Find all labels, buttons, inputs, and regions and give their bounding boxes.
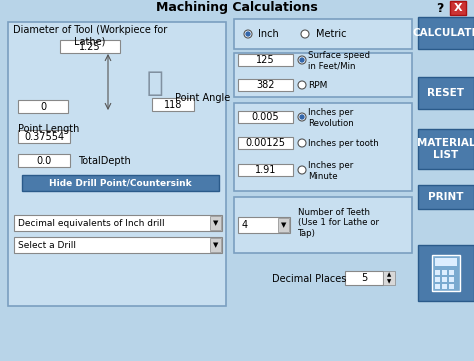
Text: CALCULATE: CALCULATE xyxy=(413,28,474,38)
Bar xyxy=(418,77,474,109)
Text: Surface speed
in Feet/Min: Surface speed in Feet/Min xyxy=(308,51,370,71)
Bar xyxy=(383,271,395,285)
Circle shape xyxy=(298,113,306,121)
Bar xyxy=(449,284,454,289)
Bar xyxy=(234,53,412,97)
Bar xyxy=(60,40,120,53)
Bar xyxy=(238,79,293,91)
Bar xyxy=(418,245,474,301)
Text: 5: 5 xyxy=(361,273,367,283)
Text: Number of Teeth
(Use 1 for Lathe or
Tap): Number of Teeth (Use 1 for Lathe or Tap) xyxy=(298,208,379,238)
Text: ?: ? xyxy=(436,1,444,14)
Text: 0.37554: 0.37554 xyxy=(24,131,64,142)
Text: TotalDepth: TotalDepth xyxy=(78,156,131,166)
Text: 125: 125 xyxy=(256,55,275,65)
Circle shape xyxy=(300,58,304,62)
Bar xyxy=(18,100,68,113)
Bar xyxy=(234,19,412,49)
Text: Point Length: Point Length xyxy=(18,124,79,134)
Bar xyxy=(450,1,466,15)
Text: RPM: RPM xyxy=(308,81,328,90)
Bar xyxy=(234,103,412,191)
Bar xyxy=(14,215,222,231)
Circle shape xyxy=(298,139,306,147)
Text: Machining Calculations: Machining Calculations xyxy=(156,1,318,14)
Text: 1.91: 1.91 xyxy=(255,165,276,175)
Text: 🔩: 🔩 xyxy=(146,69,164,97)
Text: MATERIAL
LIST: MATERIAL LIST xyxy=(417,138,474,160)
Text: ▼: ▼ xyxy=(281,222,286,228)
Bar xyxy=(18,130,70,143)
Bar xyxy=(442,277,447,282)
Text: 0.00125: 0.00125 xyxy=(246,138,285,148)
Text: RESET: RESET xyxy=(428,88,465,98)
Bar xyxy=(449,277,454,282)
Bar xyxy=(22,175,219,191)
Text: Inch: Inch xyxy=(258,29,279,39)
Text: Select a Drill: Select a Drill xyxy=(18,240,76,249)
Bar xyxy=(234,197,412,253)
Text: Diameter of Tool (Workpiece for
Lathe): Diameter of Tool (Workpiece for Lathe) xyxy=(13,25,167,47)
Bar xyxy=(238,111,293,123)
Bar xyxy=(442,284,447,289)
Bar xyxy=(418,185,474,209)
Bar xyxy=(18,154,70,167)
Circle shape xyxy=(301,30,309,38)
Circle shape xyxy=(300,115,304,119)
Text: ▼: ▼ xyxy=(213,242,218,248)
Text: Inches per tooth: Inches per tooth xyxy=(308,139,379,148)
Bar xyxy=(152,98,194,111)
Bar xyxy=(238,217,290,233)
Bar xyxy=(435,284,440,289)
Text: ▲: ▲ xyxy=(387,273,391,278)
Text: 382: 382 xyxy=(256,80,275,90)
Bar xyxy=(210,238,221,252)
Bar xyxy=(435,270,440,275)
Circle shape xyxy=(244,30,252,38)
Bar xyxy=(210,216,221,230)
Text: Decimal equivalents of Inch drill: Decimal equivalents of Inch drill xyxy=(18,218,164,227)
Text: Decimal Places: Decimal Places xyxy=(272,274,346,284)
Bar xyxy=(14,237,222,253)
Bar xyxy=(432,255,460,291)
Bar xyxy=(442,270,447,275)
Circle shape xyxy=(298,81,306,89)
Text: ▼: ▼ xyxy=(387,279,391,284)
Text: 0.0: 0.0 xyxy=(36,156,52,165)
Text: 0.005: 0.005 xyxy=(252,112,279,122)
Text: Inches per
Minute: Inches per Minute xyxy=(308,161,353,181)
Text: Hide Drill Point/Countersink: Hide Drill Point/Countersink xyxy=(49,178,192,187)
Bar xyxy=(345,271,383,285)
Bar xyxy=(8,22,226,306)
Circle shape xyxy=(246,32,250,36)
Text: Point Angle: Point Angle xyxy=(175,93,230,103)
Bar xyxy=(238,54,293,66)
Text: PRINT: PRINT xyxy=(428,192,464,202)
Bar xyxy=(278,218,289,232)
Bar xyxy=(0,0,474,16)
Bar xyxy=(449,270,454,275)
Text: 0: 0 xyxy=(40,101,46,112)
Bar xyxy=(238,137,293,149)
Bar xyxy=(435,277,440,282)
Bar xyxy=(418,17,474,49)
Circle shape xyxy=(298,166,306,174)
Text: 1.25: 1.25 xyxy=(79,42,101,52)
Circle shape xyxy=(298,56,306,64)
Text: Inches per
Revolution: Inches per Revolution xyxy=(308,108,354,128)
Bar xyxy=(238,164,293,176)
Text: Metric: Metric xyxy=(316,29,346,39)
Text: X: X xyxy=(454,3,462,13)
Text: ▼: ▼ xyxy=(213,220,218,226)
Bar xyxy=(418,129,474,169)
Text: 4: 4 xyxy=(242,220,248,230)
Bar xyxy=(435,258,457,266)
Text: 118: 118 xyxy=(164,100,182,109)
